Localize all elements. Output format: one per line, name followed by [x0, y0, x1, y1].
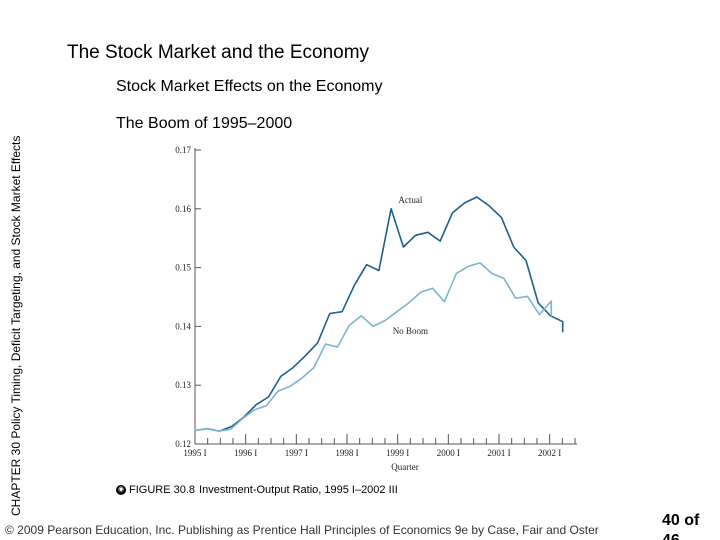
x-tick-label: 2002 I — [538, 448, 561, 458]
subsection-title: The Boom of 1995–2000 — [116, 115, 293, 132]
figure-caption: ◉ FIGURE 30.8 Investment-Output Ratio, 1… — [116, 484, 398, 496]
x-tick-label: 1997 I — [285, 448, 308, 458]
figure-label: FIGURE 30.8 — [129, 484, 196, 496]
slide-title: The Stock Market and the Economy — [67, 42, 370, 63]
y-tick-label: 0.14 — [175, 321, 191, 331]
section-title: Stock Market Effects on the Economy — [116, 78, 383, 95]
x-tick-label: 1998 I — [335, 448, 358, 458]
chapter-caption-text: CHAPTER 30 Policy Timing, Deficit Target… — [9, 135, 23, 516]
x-tick-label: 1995 I — [183, 448, 206, 458]
series-label-actual: Actual — [398, 195, 422, 205]
x-tick-label: 2000 I — [437, 448, 460, 458]
x-tick-label: 1999 I — [386, 448, 409, 458]
page-number: 40 of 46 — [662, 512, 700, 540]
x-axis-label: Quarter — [391, 462, 418, 472]
x-tick-label: 2001 I — [487, 448, 510, 458]
series-line-no-boom — [194, 262, 553, 432]
y-tick-label: 0.17 — [175, 145, 191, 155]
y-tick-label: 0.13 — [175, 380, 191, 390]
chapter-vertical-caption: CHAPTER 30 Policy Timing, Deficit Target… — [5, 96, 33, 516]
figure-caption-text: Investment-Output Ratio, 1995 I–2002 III — [199, 484, 398, 496]
series-line-actual — [194, 196, 564, 432]
y-tick-label: 0.12 — [175, 439, 191, 449]
figure-icon: ◉ — [116, 485, 126, 495]
footer-copyright: © 2009 Pearson Education, Inc. Publishin… — [5, 523, 599, 537]
y-tick-label: 0.15 — [175, 263, 191, 273]
x-tick-label: 1996 I — [234, 448, 257, 458]
series-label-no-boom: No Boom — [393, 326, 428, 336]
y-tick-label: 0.16 — [175, 204, 191, 214]
